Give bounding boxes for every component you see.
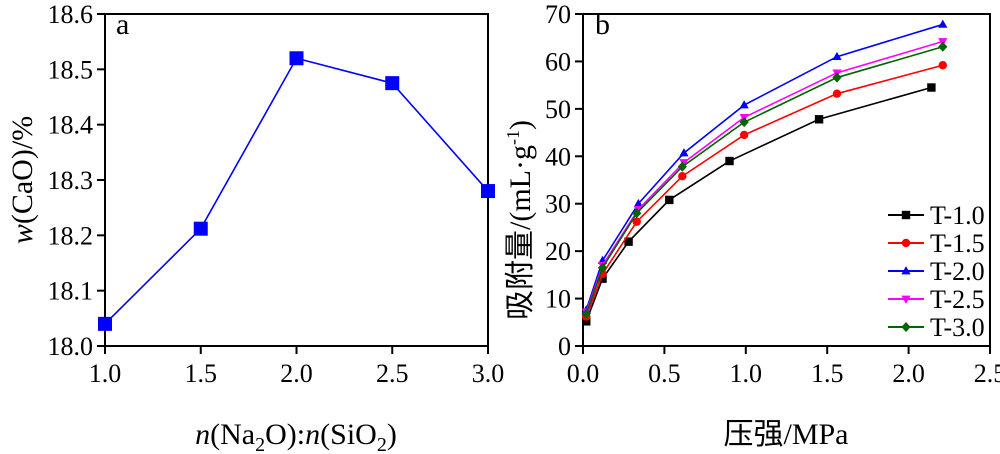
y-tick-label: 60 [545, 47, 571, 76]
y-tick-label: 18.6 [48, 0, 94, 29]
legend-label: T-1.5 [930, 229, 985, 258]
chart-b-panel-label: b [595, 8, 610, 41]
legend-marker [901, 295, 911, 304]
y-tick-label: 18.1 [48, 277, 94, 306]
series-line [585, 64, 943, 317]
y-tick-label: 18.4 [48, 111, 94, 140]
chart-b-y-tick-labels: 0 10 20 30 40 50 60 70 [545, 0, 571, 361]
legend-label: T-1.0 [930, 201, 985, 230]
legend-item: T-2.5 [888, 285, 985, 314]
series-T-2.5 [581, 38, 948, 317]
data-point [938, 19, 948, 28]
data-point [814, 115, 824, 124]
data-point [832, 89, 842, 98]
legend-item: T-1.0 [888, 201, 985, 230]
data-point [739, 117, 749, 128]
series-T-1.5 [582, 61, 947, 321]
x-tick-label: 2.0 [892, 359, 925, 388]
y-tick-label: 18.2 [48, 221, 94, 250]
data-point [938, 61, 947, 70]
x-tick-label: 0.0 [567, 359, 600, 388]
legend-label: T-2.5 [930, 285, 985, 314]
data-point [385, 76, 400, 91]
legend-marker [901, 266, 911, 275]
y-tick-label: 18.0 [48, 332, 94, 361]
data-point [597, 262, 608, 273]
y-tick-label: 30 [545, 190, 571, 219]
data-point [598, 274, 607, 283]
legend-label: T-2.0 [930, 257, 985, 286]
legend-marker [901, 238, 911, 248]
data-point [289, 51, 304, 66]
data-point [739, 130, 749, 140]
chart-a: 1.0 1.5 2.0 2.5 3.0 18.0 18.1 18.2 18.3 18.4 18.5… [6, 0, 504, 454]
chart-b-x-axis-label: 压强/MPa [723, 418, 848, 451]
chart-b-plot-area [582, 13, 991, 347]
x-tick-label: 2.5 [376, 359, 409, 388]
data-point [677, 161, 687, 172]
x-tick-label: 2.0 [280, 359, 313, 388]
y-tick-label: 18.3 [48, 166, 94, 195]
y-tick-label: 50 [545, 95, 571, 124]
chart-b-y-axis-label: 吸附量/(mL·g-1) [503, 120, 537, 320]
chart-a-panel-label: a [116, 8, 129, 41]
series-line [585, 45, 944, 315]
chart-a-x-axis-label: n(Na2O):n(SiO2) [195, 418, 397, 454]
data-point [581, 308, 591, 319]
legend-item: T-2.0 [888, 257, 985, 286]
data-point [938, 41, 948, 52]
chart-b: 0.0 0.5 1.0 1.5 2.0 2.5 0 10 20 30 40 50 60 70 b 压强/… [503, 0, 1000, 451]
series-T-2.0 [581, 19, 948, 314]
y-tick-label: 10 [545, 285, 571, 314]
data-point [832, 51, 842, 61]
data-point [725, 156, 734, 166]
x-tick-label: 2.5 [974, 359, 1000, 388]
data-point [193, 221, 208, 236]
series-line [585, 23, 944, 311]
data-point [582, 317, 591, 326]
chart-a-series [98, 51, 495, 331]
chart-b-series [581, 19, 948, 326]
data-point [665, 195, 674, 205]
legend-marker [901, 210, 911, 220]
data-point [832, 72, 842, 83]
y-tick-label: 18.5 [48, 55, 94, 84]
data-point [624, 237, 633, 246]
series-T-3.0 [581, 41, 948, 319]
chart-a-ticks [97, 13, 489, 354]
chart-b-ticks [575, 13, 991, 354]
data-point [98, 316, 112, 331]
data-point [632, 208, 642, 219]
legend-item: T-1.5 [888, 229, 985, 258]
series-T-1.0 [582, 83, 936, 326]
data-point [927, 83, 936, 92]
y-tick-label: 20 [545, 237, 571, 266]
legend-label: T-3.0 [930, 313, 985, 342]
x-tick-label: 1.5 [811, 359, 844, 388]
chart-b-x-tick-labels: 0.0 0.5 1.0 1.5 2.0 2.5 [567, 359, 1000, 388]
chart-a-y-axis-label: w(CaO)/% [6, 116, 39, 244]
data-point [678, 172, 687, 181]
x-tick-label: 3.0 [472, 359, 505, 388]
x-tick-label: 1.5 [185, 359, 218, 388]
series-line [104, 57, 489, 325]
chart-a-x-tick-labels: 1.0 1.5 2.0 2.5 3.0 [89, 359, 505, 388]
y-tick-label: 0 [558, 332, 571, 361]
data-point [633, 198, 643, 208]
x-tick-label: 1.0 [730, 359, 763, 388]
chart-b-legend: T-1.0T-1.5T-2.0T-2.5T-3.0 [888, 201, 985, 342]
x-tick-label: 0.5 [648, 359, 681, 388]
data-point [739, 100, 749, 109]
data-point [679, 148, 689, 157]
data-point [632, 217, 641, 226]
data-point [481, 184, 495, 199]
x-tick-label: 1.0 [89, 359, 122, 388]
chart-a-y-tick-labels: 18.0 18.1 18.2 18.3 18.4 18.5 18.6 [48, 0, 94, 361]
legend-marker [901, 321, 911, 333]
data-point [679, 159, 689, 168]
legend-item: T-3.0 [888, 313, 985, 342]
y-tick-label: 40 [545, 142, 571, 171]
y-tick-label: 70 [545, 0, 571, 29]
